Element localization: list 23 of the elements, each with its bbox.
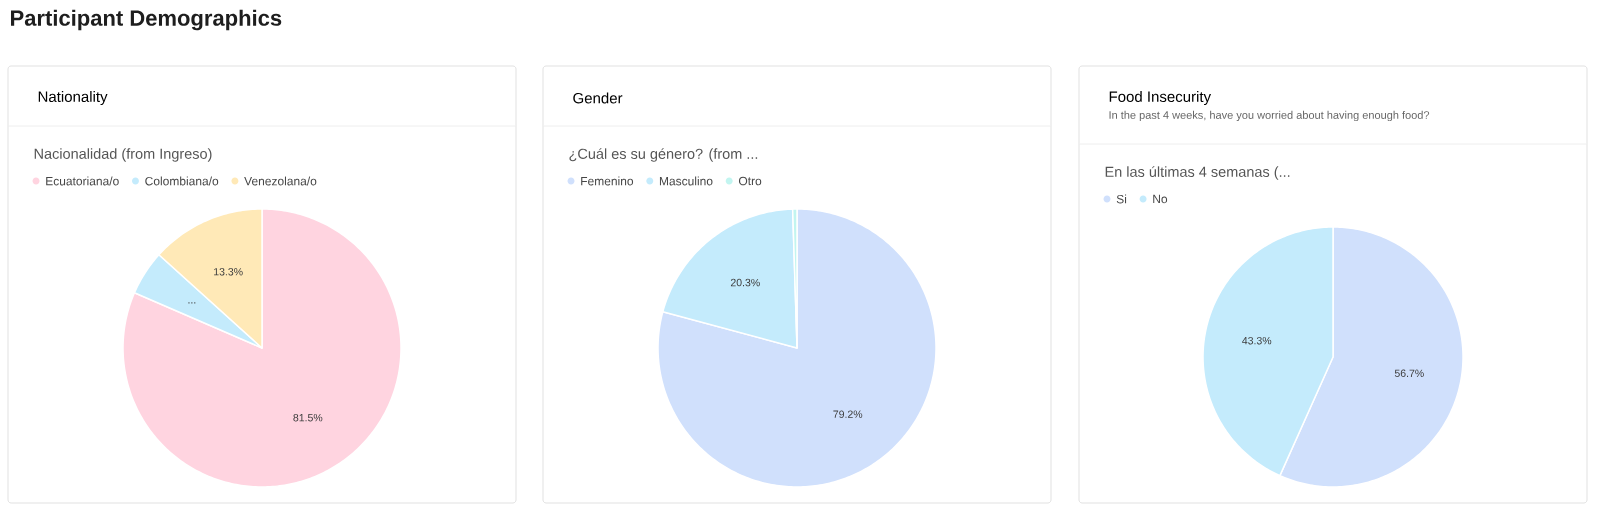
chart-subtitle: ¿Cuál es su género? (from ... [569,148,758,162]
chart-subtitle: Nacionalidad (from Ingreso) [34,148,212,162]
legend-label: Colombiana/o [145,176,219,186]
data-label: 13.3% [214,268,243,276]
chart-subtitle: En las últimas 4 semanas (... [1105,166,1290,180]
legend-label: Femenino [581,176,634,186]
legend-label: Otro [738,176,762,186]
text: In the past 4 weeks, have you worried about having enough food? [1109,110,1430,122]
data-label: 56.7% [1394,369,1424,378]
chart-title: Nationality [38,90,108,105]
data-label: 43.3% [1242,336,1272,345]
chart-title: Gender [573,92,623,104]
text: Participant Demographics [11,9,282,31]
legend-label: Si [1116,194,1127,204]
data-label: 20.3% [730,278,760,287]
data-label: 79.2% [833,410,863,418]
legend-label: Venezolana/o [244,176,317,186]
data-label: ... [188,302,196,304]
legend-label: Masculino [659,176,713,186]
data-label: 81.5% [293,413,323,422]
legend-label: Ecuatoriana/o [46,176,119,186]
chart-title: Food Insecurity [1109,90,1212,105]
legend-label: No [1153,194,1168,204]
